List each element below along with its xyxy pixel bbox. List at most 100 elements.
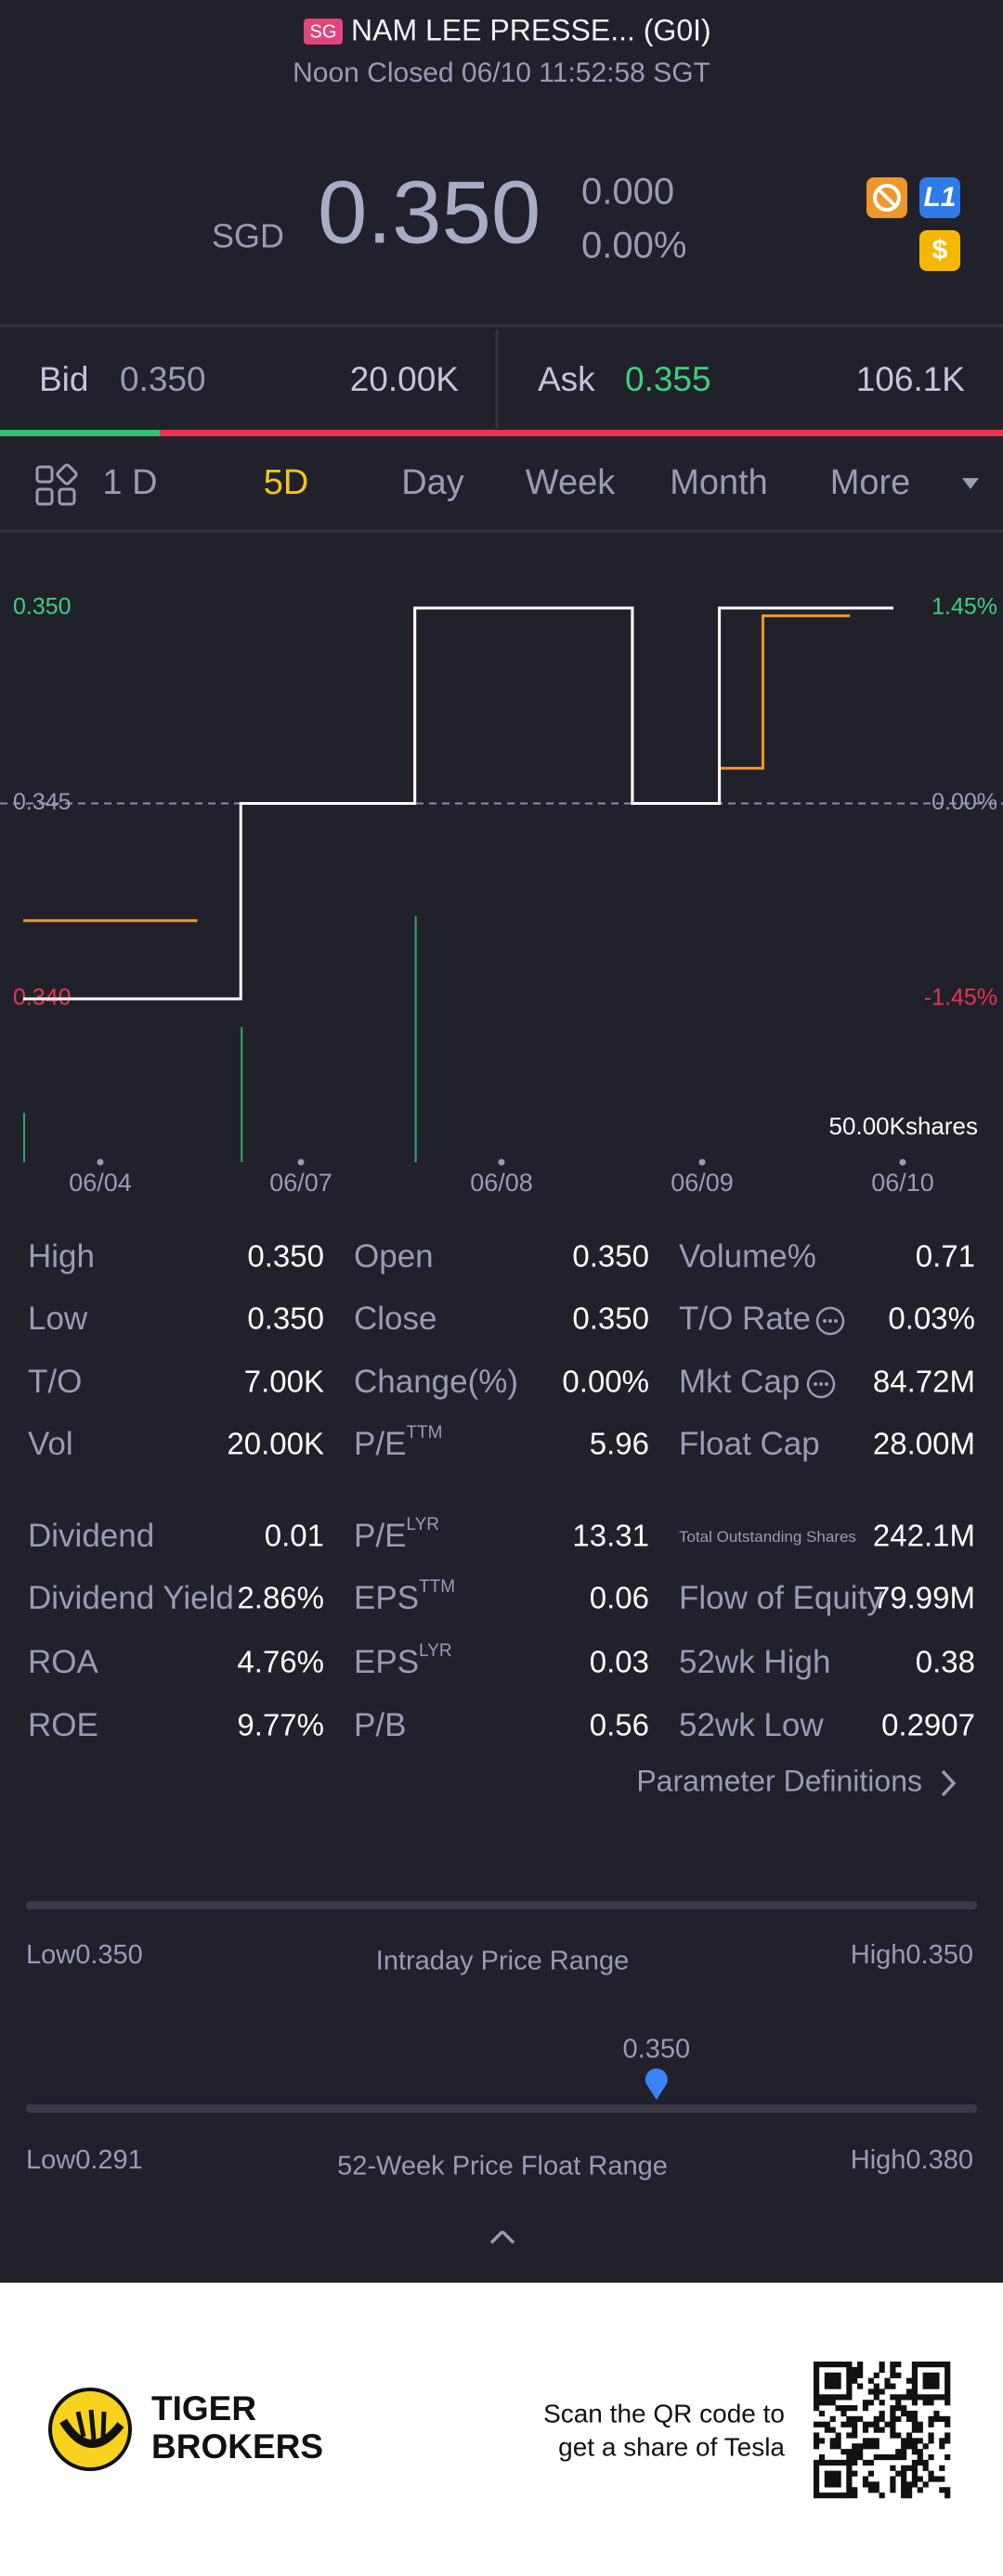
qr-module [901,2453,907,2461]
stat-label-text: Close [354,1301,436,1337]
qr-module [867,2481,874,2488]
tab[interactable]: 1 D [102,463,157,502]
tab[interactable]: More [830,463,911,502]
stat-label-text: EPS [354,1580,419,1616]
stat-label-text: 52wk Low [679,1707,824,1743]
stat-sup: LYR [419,1641,452,1661]
stat-label-text: Vol [28,1426,73,1462]
qr-module [901,2476,907,2482]
qr-module [814,2459,820,2466]
qr-module [835,2443,841,2450]
qr-module [911,2415,918,2422]
logo [48,2388,132,2471]
stat-value: 0.350 [247,1301,324,1336]
qr-module [852,2427,858,2433]
qr-module [818,2394,826,2401]
qr-module [890,2410,896,2417]
qr-module [873,2388,879,2395]
qr-module [824,2427,830,2433]
qr-module [905,2487,913,2493]
stat-value: 0.03% [888,1301,975,1336]
tab[interactable]: Day [401,463,464,502]
week52-low: Low0.291 [26,2145,143,2175]
qr-module [905,2432,913,2439]
qr-module [917,2421,923,2427]
qr-module [829,2372,836,2378]
qr-module [944,2438,951,2444]
y2-tick-label: 0.00% [931,789,997,815]
qr-module [829,2481,836,2488]
stat-label: P/ELYR [354,1515,439,1554]
stat-label-text: Volume% [679,1238,816,1275]
qr-module [895,2453,902,2461]
info-icon [815,1306,845,1336]
week52-high: High0.380 [851,2145,973,2175]
qr-module [852,2459,858,2466]
qr-module [835,2432,841,2439]
tab[interactable]: 5D [264,463,309,502]
qr-module [829,2438,836,2444]
ask-size: 106.1K [856,360,966,398]
qr-module [867,2470,874,2477]
qr-module [867,2377,874,2384]
qr-module [873,2443,879,2450]
qr-module [829,2427,836,2433]
qr-module [814,2372,820,2378]
stat-value: 2.86% [237,1581,324,1615]
bid-size: 20.00K [350,360,460,398]
stat-label: 52wk High [679,1644,830,1680]
qr-module [846,2492,853,2499]
parameter-link[interactable]: Parameter Definitions [636,1764,922,1797]
qr-module [824,2362,830,2368]
qr-module [939,2487,945,2493]
qr-module [846,2476,853,2482]
qr-module [846,2383,853,2389]
qr-module [939,2476,945,2482]
intraday-high: High0.350 [851,1940,973,1970]
promo: Scan the QR code to [543,2399,785,2427]
qr-module [917,2438,923,2444]
change: 0.000 [581,172,674,213]
qr-module [944,2492,951,2499]
intraday-low: Low0.350 [26,1940,143,1970]
qr-module [867,2400,874,2406]
qr-module [857,2366,864,2374]
qr-module [944,2366,951,2374]
stat-sup: LYR [406,1515,439,1534]
qr-module [862,2427,869,2433]
collapse[interactable] [489,2230,515,2245]
qr-module [846,2388,853,2395]
qr-module [824,2492,830,2499]
qr-module [922,2383,929,2389]
qr-module [928,2438,934,2444]
qr-module [922,2362,929,2368]
qr-module [846,2487,853,2493]
qr-module [818,2410,826,2417]
qr-module [857,2383,864,2389]
stat-label: EPSLYR [354,1641,452,1680]
qr-module [944,2421,951,2427]
qr-module [867,2421,874,2427]
qr-module [840,2405,847,2412]
stat-value: 4.76% [237,1645,324,1679]
qr-module [928,2453,934,2461]
stat-label-text: Open [354,1238,434,1275]
qr-module [933,2415,940,2422]
qr-module [922,2443,929,2450]
qr-module [873,2415,879,2422]
stat-label-text: Total Outstanding Shares [679,1528,856,1546]
stat-label-text: P/B [354,1707,406,1743]
qr-module [873,2438,879,2444]
qr-module [873,2421,879,2427]
qr-module [852,2449,858,2455]
tab[interactable]: Month [670,463,768,502]
qr-module [879,2427,885,2433]
stat-value: 7.00K [244,1365,324,1399]
tab[interactable]: Week [526,463,616,502]
stat-label-text: Dividend [28,1518,154,1554]
grid-icon[interactable] [35,463,78,506]
qr-module [917,2427,923,2433]
stat-value: 0.03 [590,1645,649,1679]
qr-module [862,2459,869,2466]
qr-module [933,2476,940,2482]
